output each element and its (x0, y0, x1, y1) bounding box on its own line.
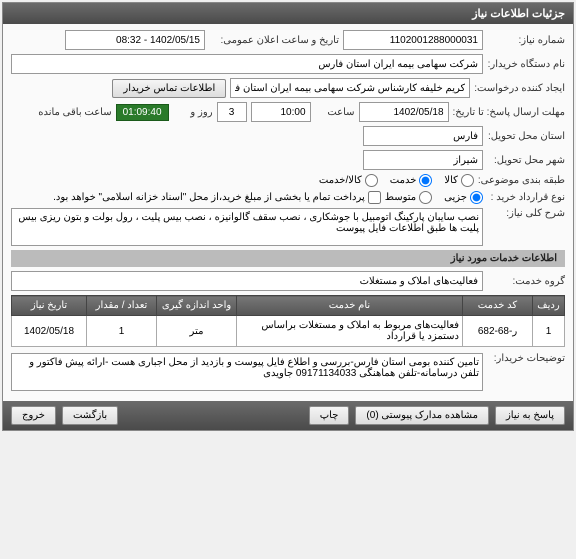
desc-label: شرح کلی نیاز: (487, 208, 565, 219)
row-buyer-notes: توضیحات خریدار: (11, 353, 565, 391)
radio-goods-input[interactable] (461, 174, 474, 187)
service-group-input (11, 271, 483, 291)
category-radio-group: کالا خدمت کالا/خدمت (319, 174, 474, 187)
row-service-group: گروه خدمت: (11, 271, 565, 291)
radio-partial[interactable]: جزیی (444, 191, 483, 204)
services-section-header: اطلاعات خدمات مورد نیاز (11, 250, 565, 267)
attachments-button[interactable]: مشاهده مدارک پیوستی (0) (355, 406, 489, 425)
table-header-row: ردیف کد خدمت نام خدمت واحد اندازه گیری ت… (12, 296, 565, 316)
table-row: 1 ر-68-682 فعالیت‌های مربوط به املاک و م… (12, 316, 565, 347)
td-code: ر-68-682 (463, 316, 533, 347)
th-name: نام خدمت (237, 296, 463, 316)
th-date: تاریخ نیاز (12, 296, 87, 316)
panel-title: جزئیات اطلاعات نیاز (3, 3, 573, 24)
panel-body: شماره نیاز: تاریخ و ساعت اعلان عمومی: نا… (3, 24, 573, 401)
contract-radio-group: جزیی متوسط (385, 191, 483, 204)
main-panel: جزئیات اطلاعات نیاز شماره نیاز: تاریخ و … (2, 2, 574, 431)
th-code: کد خدمت (463, 296, 533, 316)
row-category: طبقه بندی موضوعی: کالا خدمت کالا/خدمت (11, 174, 565, 187)
radio-goods-service[interactable]: کالا/خدمت (319, 174, 378, 187)
services-table: ردیف کد خدمت نام خدمت واحد اندازه گیری ت… (11, 295, 565, 347)
td-date: 1402/05/18 (12, 316, 87, 347)
remain-label: ساعت باقی مانده (38, 107, 111, 118)
row-province: استان محل تحویل: (11, 126, 565, 146)
deadline-date-input (359, 102, 449, 122)
checkbox-treasury-input[interactable] (368, 191, 381, 204)
buyer-input (11, 54, 483, 74)
need-number-label: شماره نیاز: (487, 35, 565, 46)
back-button[interactable]: بازگشت (62, 406, 118, 425)
radio-goods-service-input[interactable] (365, 174, 378, 187)
desc-textarea (11, 208, 483, 246)
exit-button[interactable]: خروج (11, 406, 56, 425)
checkbox-treasury[interactable]: پرداخت تمام یا بخشی از مبلغ خرید،از محل … (53, 191, 381, 204)
th-unit: واحد اندازه گیری (157, 296, 237, 316)
announce-label: تاریخ و ساعت اعلان عمومی: (209, 35, 339, 46)
time-label-1: ساعت (315, 107, 355, 118)
category-label: طبقه بندی موضوعی: (478, 175, 565, 186)
buyer-label: نام دستگاه خریدار: (487, 59, 565, 70)
service-group-label: گروه خدمت: (487, 276, 565, 287)
contract-type-label: نوع قرارداد خرید : (487, 192, 565, 203)
radio-medium-input[interactable] (419, 191, 432, 204)
requester-input (230, 78, 470, 98)
row-contract-type: نوع قرارداد خرید : جزیی متوسط پرداخت تما… (11, 191, 565, 204)
row-buyer: نام دستگاه خریدار: (11, 54, 565, 74)
announce-input (65, 30, 205, 50)
row-requester: ایجاد کننده درخواست: اطلاعات تماس خریدار (11, 78, 565, 98)
radio-service[interactable]: خدمت (390, 174, 433, 187)
reply-button[interactable]: پاسخ به نیاز (495, 406, 565, 425)
days-label: روز و (173, 107, 213, 118)
td-unit: متر (157, 316, 237, 347)
radio-medium[interactable]: متوسط (385, 191, 432, 204)
th-qty: تعداد / مقدار (87, 296, 157, 316)
need-number-input (343, 30, 483, 50)
row-need-number: شماره نیاز: تاریخ و ساعت اعلان عمومی: (11, 30, 565, 50)
th-index: ردیف (533, 296, 565, 316)
td-name: فعالیت‌های مربوط به املاک و مستغلات براس… (237, 316, 463, 347)
row-city: شهر محل تحویل: (11, 150, 565, 170)
footer-bar: پاسخ به نیاز مشاهده مدارک پیوستی (0) چاپ… (3, 401, 573, 430)
buyer-notes-label: توضیحات خریدار: (487, 353, 565, 364)
deadline-label: مهلت ارسال پاسخ: تا تاریخ: (453, 107, 565, 118)
deadline-time-input (251, 102, 311, 122)
td-qty: 1 (87, 316, 157, 347)
td-index: 1 (533, 316, 565, 347)
radio-goods[interactable]: کالا (444, 174, 474, 187)
row-deadline: مهلت ارسال پاسخ: تا تاریخ: ساعت روز و 01… (11, 102, 565, 122)
days-input (217, 102, 247, 122)
remaining-time-box: 01:09:40 (116, 104, 169, 121)
radio-partial-input[interactable] (470, 191, 483, 204)
city-input (363, 150, 483, 170)
print-button[interactable]: چاپ (309, 406, 350, 425)
row-description: شرح کلی نیاز: (11, 208, 565, 246)
requester-label: ایجاد کننده درخواست: (474, 83, 565, 94)
radio-service-input[interactable] (419, 174, 432, 187)
province-input (363, 126, 483, 146)
city-label: شهر محل تحویل: (487, 155, 565, 166)
province-label: استان محل تحویل: (487, 131, 565, 142)
contact-buyer-button[interactable]: اطلاعات تماس خریدار (112, 79, 226, 98)
buyer-notes-textarea (11, 353, 483, 391)
